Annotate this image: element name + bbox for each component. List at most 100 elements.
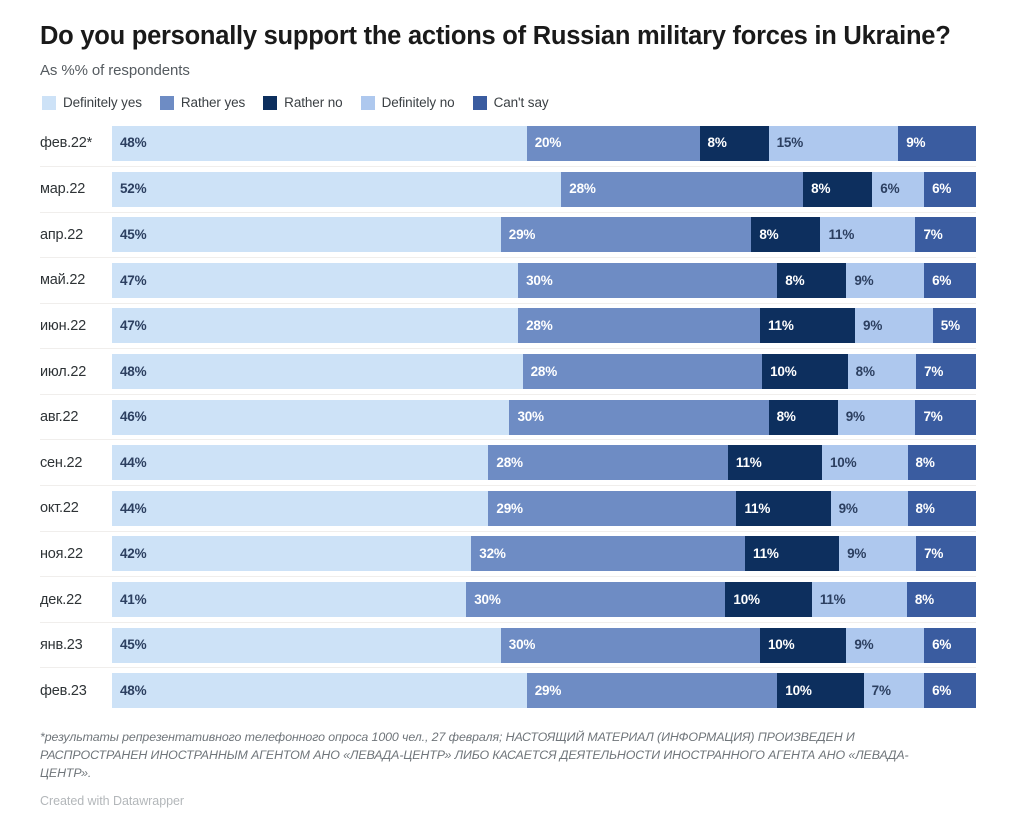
chart-row: янв.23 45% 30% 10% 9% 6%: [40, 621, 976, 668]
legend-item[interactable]: Can't say: [472, 95, 549, 110]
bar-segment[interactable]: 7%: [863, 673, 925, 709]
chart-row: фев.22* 48% 20% 8% 15% 9%: [40, 120, 976, 166]
bar-segment[interactable]: 45%: [112, 627, 501, 663]
bar-segment[interactable]: 7%: [916, 354, 976, 390]
row-category-label: май.22: [40, 272, 86, 289]
bar-segment[interactable]: 11%: [820, 217, 916, 253]
bar-segment[interactable]: 8%: [768, 399, 838, 435]
row-category-label: июн.22: [40, 317, 86, 334]
bar-segment[interactable]: 6%: [924, 627, 976, 663]
row-category-label: авг.22: [40, 409, 79, 426]
bar-segment-value: 44%: [120, 455, 147, 471]
bar-segment[interactable]: 9%: [837, 399, 916, 435]
bar-segment[interactable]: 29%: [488, 490, 737, 526]
bar-segment[interactable]: 6%: [924, 171, 976, 207]
bar-segment[interactable]: 29%: [526, 673, 778, 709]
bar-segment[interactable]: 8%: [803, 171, 873, 207]
bar-segment[interactable]: 47%: [112, 308, 519, 344]
bar-segment-value: 28%: [496, 455, 523, 471]
bar-track: 44% 29% 11% 9% 8%: [112, 486, 976, 531]
bar-segment[interactable]: 48%: [112, 354, 523, 390]
bar-segment[interactable]: 32%: [471, 536, 746, 572]
bar-segment[interactable]: 9%: [846, 262, 925, 298]
stacked-bar: 44% 28% 11% 10% 8%: [112, 445, 976, 481]
bar-segment[interactable]: 8%: [751, 217, 821, 253]
bar-segment-value: 47%: [120, 318, 147, 334]
bar-segment[interactable]: 10%: [777, 673, 864, 709]
legend-item[interactable]: Definitely no: [360, 95, 455, 110]
bar-segment[interactable]: 47%: [112, 262, 519, 298]
bar-segment[interactable]: 29%: [500, 217, 752, 253]
bar-segment[interactable]: 10%: [725, 582, 812, 618]
bar-segment[interactable]: 8%: [907, 490, 976, 526]
bar-segment[interactable]: 46%: [112, 399, 510, 435]
bar-segment[interactable]: 8%: [907, 445, 976, 481]
bar-segment[interactable]: 8%: [699, 125, 769, 161]
bar-segment[interactable]: 11%: [727, 445, 822, 481]
bar-segment-value: 9%: [854, 272, 874, 288]
bar-segment[interactable]: 9%: [830, 490, 908, 526]
bar-segment[interactable]: 30%: [466, 582, 726, 618]
bar-segment[interactable]: 48%: [112, 125, 527, 161]
bar-segment[interactable]: 8%: [847, 354, 917, 390]
bar-segment-value: 32%: [479, 546, 506, 562]
chart-row: авг.22 46% 30% 8% 9% 7%: [40, 393, 976, 440]
bar-segment-value: 6%: [932, 637, 952, 653]
bar-segment[interactable]: 10%: [822, 445, 908, 481]
bar-segment[interactable]: 52%: [112, 171, 562, 207]
bar-segment[interactable]: 11%: [811, 582, 907, 618]
bar-segment[interactable]: 9%: [846, 627, 925, 663]
bar-segment[interactable]: 28%: [488, 445, 728, 481]
bar-segment[interactable]: 6%: [924, 262, 976, 298]
bar-segment-value: 48%: [120, 135, 147, 151]
bar-track: 46% 30% 8% 9% 7%: [112, 395, 976, 440]
bar-segment[interactable]: 5%: [932, 308, 976, 344]
bar-segment[interactable]: 8%: [777, 262, 847, 298]
bar-segment[interactable]: 45%: [112, 217, 501, 253]
bar-segment[interactable]: 15%: [768, 125, 899, 161]
bar-segment[interactable]: 7%: [916, 536, 976, 572]
legend-item[interactable]: Definitely yes: [42, 95, 142, 110]
bar-segment[interactable]: 11%: [745, 536, 840, 572]
bar-segment-value: 8%: [915, 500, 935, 516]
bar-segment-value: 47%: [120, 272, 147, 288]
bar-segment[interactable]: 9%: [855, 308, 933, 344]
bar-segment[interactable]: 41%: [112, 582, 467, 618]
bar-segment-value: 6%: [880, 181, 900, 197]
bar-segment[interactable]: 30%: [500, 627, 760, 663]
bar-segment[interactable]: 28%: [518, 308, 760, 344]
bar-segment[interactable]: 30%: [509, 399, 769, 435]
bar-segment-value: 42%: [120, 546, 147, 562]
bar-segment[interactable]: 6%: [924, 673, 976, 709]
bar-segment[interactable]: 6%: [872, 171, 925, 207]
bar-segment[interactable]: 11%: [736, 490, 831, 526]
chart-row: мар.22 52% 28% 8% 6% 6%: [40, 165, 976, 212]
bar-segment[interactable]: 7%: [915, 399, 976, 435]
bar-segment-value: 9%: [906, 135, 926, 151]
chart-row: апр.22 45% 29% 8% 11% 7%: [40, 211, 976, 258]
bar-segment[interactable]: 9%: [839, 536, 917, 572]
bar-segment[interactable]: 28%: [522, 354, 763, 390]
bar-segment[interactable]: 7%: [915, 217, 976, 253]
bar-segment[interactable]: 20%: [526, 125, 700, 161]
bar-segment-value: 8%: [707, 135, 727, 151]
bar-segment-value: 29%: [508, 227, 536, 243]
bar-segment[interactable]: 42%: [112, 536, 472, 572]
stacked-bar: 45% 30% 10% 9% 6%: [112, 627, 976, 663]
bar-segment[interactable]: 44%: [112, 445, 489, 481]
legend-item[interactable]: Rather yes: [159, 95, 245, 110]
bar-segment[interactable]: 9%: [898, 125, 976, 161]
stacked-bar: 41% 30% 10% 11% 8%: [112, 582, 976, 618]
bar-segment[interactable]: 10%: [762, 354, 848, 390]
row-category-label: ноя.22: [40, 545, 83, 562]
bar-segment-value: 7%: [923, 227, 943, 243]
bar-segment[interactable]: 11%: [759, 308, 856, 344]
legend-item[interactable]: Rather no: [263, 95, 343, 110]
bar-segment[interactable]: 8%: [906, 582, 976, 618]
bar-track: 48% 28% 10% 8% 7%: [112, 349, 976, 394]
bar-segment[interactable]: 10%: [759, 627, 847, 663]
bar-segment[interactable]: 48%: [112, 673, 527, 709]
bar-segment[interactable]: 30%: [518, 262, 778, 298]
bar-segment[interactable]: 44%: [112, 490, 489, 526]
bar-segment[interactable]: 28%: [561, 171, 804, 207]
